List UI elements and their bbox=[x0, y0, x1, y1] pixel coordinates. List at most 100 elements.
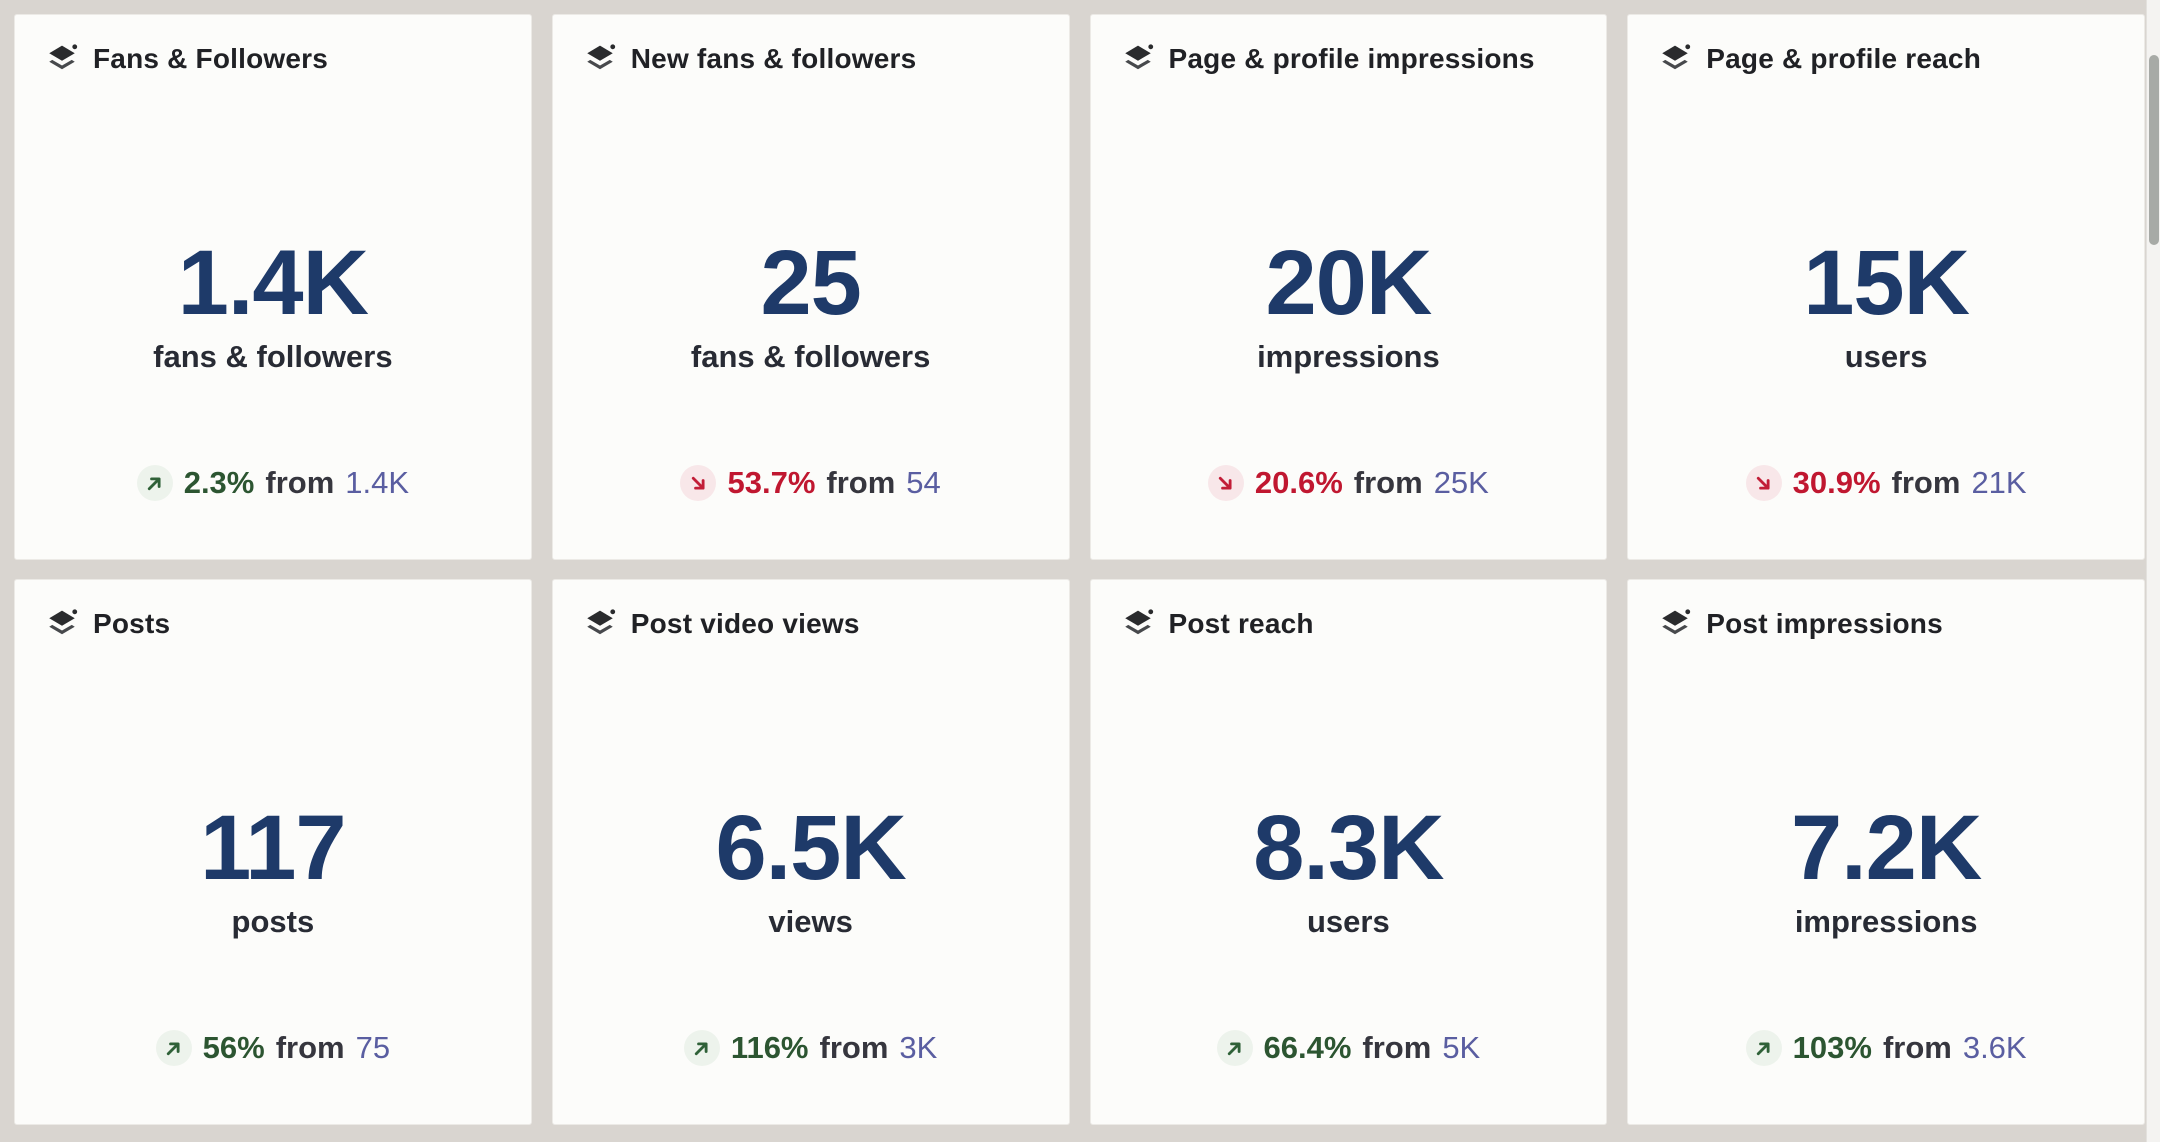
metric-label: impressions bbox=[1257, 339, 1440, 374]
metric-change-row: 116% from 3K bbox=[583, 1030, 1039, 1066]
metric-label: posts bbox=[231, 904, 315, 939]
change-from-word: from bbox=[1891, 465, 1961, 500]
change-previous-value: 21K bbox=[1971, 465, 2027, 500]
trend-badge bbox=[155, 1030, 192, 1066]
scrollbar-thumb[interactable] bbox=[2149, 55, 2159, 245]
metric-change-row: 30.9% from 21K bbox=[1658, 465, 2114, 501]
metric-change-row: 53.7% from 54 bbox=[583, 465, 1039, 501]
metric-card: New fans & followers 25 fans & followers… bbox=[551, 14, 1070, 560]
metric-value: 6.5K bbox=[715, 797, 906, 899]
metric-card-header: Post reach bbox=[1121, 606, 1577, 642]
trend-badge bbox=[136, 465, 173, 501]
trend-badge bbox=[1745, 1030, 1782, 1066]
change-previous-value: 3.6K bbox=[1962, 1030, 2027, 1065]
change-previous-value: 75 bbox=[355, 1030, 391, 1065]
metric-card-title: Page & profile impressions bbox=[1168, 43, 1535, 74]
metric-label: impressions bbox=[1794, 904, 1978, 939]
metric-change-row: 56% from 75 bbox=[45, 1030, 501, 1066]
metric-value: 15K bbox=[1803, 232, 1970, 334]
metric-change-row: 20.6% from 25K bbox=[1121, 465, 1577, 501]
metric-value: 7.2K bbox=[1790, 797, 1982, 899]
metric-card-title: Posts bbox=[93, 608, 171, 639]
trend-badge bbox=[1207, 465, 1244, 501]
metric-change-row: 2.3% from 1.4K bbox=[45, 465, 501, 501]
metric-card-title: Fans & Followers bbox=[93, 43, 329, 74]
trend-down-icon bbox=[691, 476, 705, 490]
trend-up-icon bbox=[148, 476, 161, 490]
metric-label: users bbox=[1844, 339, 1928, 374]
trend-up-icon bbox=[1227, 1041, 1241, 1055]
change-percent: 2.3% bbox=[183, 465, 255, 500]
change-previous-value: 54 bbox=[906, 465, 941, 500]
metric-card: Page & profile impressions 20K impressio… bbox=[1089, 14, 1608, 560]
metric-card: Page & profile reach 15K users 30.9% fro… bbox=[1627, 14, 2145, 560]
metric-card: Post video views 6.5K views 116% from 3K bbox=[551, 579, 1070, 1125]
change-percent: 30.9% bbox=[1792, 465, 1881, 500]
change-from-word: from bbox=[1353, 465, 1423, 500]
metric-card: Fans & Followers 1.4K fans & followers 2… bbox=[14, 14, 532, 560]
metric-card-title: Post video views bbox=[630, 608, 860, 639]
trend-down-icon bbox=[1219, 476, 1232, 490]
change-percent: 53.7% bbox=[727, 465, 816, 500]
layers-icon bbox=[1662, 44, 1691, 70]
metric-value: 20K bbox=[1265, 232, 1432, 334]
layers-icon bbox=[49, 609, 78, 635]
trend-up-icon bbox=[1756, 1041, 1770, 1055]
metric-card-body: 8.3K users bbox=[1121, 642, 1577, 1030]
metric-card-header: Posts bbox=[45, 606, 501, 642]
metric-card-header: Post video views bbox=[583, 606, 1039, 642]
change-from-word: from bbox=[275, 1030, 345, 1065]
layers-icon bbox=[587, 609, 615, 635]
trend-badge bbox=[683, 1030, 720, 1066]
change-percent: 66.4% bbox=[1263, 1030, 1352, 1065]
metric-card-body: 6.5K views bbox=[583, 642, 1039, 1030]
change-percent: 56% bbox=[202, 1030, 265, 1065]
change-from-word: from bbox=[1882, 1030, 1952, 1065]
layers-icon bbox=[1662, 609, 1691, 635]
metric-card-body: 20K impressions bbox=[1121, 77, 1577, 465]
trend-badge bbox=[1745, 465, 1782, 501]
change-previous-value: 1.4K bbox=[345, 465, 410, 500]
metric-card-body: 25 fans & followers bbox=[583, 77, 1039, 465]
change-from-word: from bbox=[819, 1030, 889, 1065]
metric-label: fans & followers bbox=[153, 339, 393, 374]
metric-change-row: 103% from 3.6K bbox=[1658, 1030, 2114, 1066]
trend-badge bbox=[680, 465, 717, 501]
metric-value: 25 bbox=[760, 232, 861, 334]
metric-card-body: 7.2K impressions bbox=[1658, 642, 2114, 1030]
trend-down-icon bbox=[1756, 476, 1770, 490]
vertical-scrollbar[interactable] bbox=[2146, 0, 2160, 1142]
metric-change-row: 66.4% from 5K bbox=[1121, 1030, 1577, 1066]
metrics-dashboard-grid: Fans & Followers 1.4K fans & followers 2… bbox=[14, 14, 2145, 1125]
change-percent: 116% bbox=[730, 1030, 809, 1065]
metric-card-body: 15K users bbox=[1658, 77, 2114, 465]
trend-up-icon bbox=[695, 1041, 708, 1055]
metric-card: Post impressions 7.2K impressions 103% f… bbox=[1627, 579, 2145, 1125]
change-previous-value: 5K bbox=[1442, 1030, 1481, 1065]
metric-card-body: 117 posts bbox=[45, 642, 501, 1030]
metric-value: 1.4K bbox=[177, 232, 369, 334]
trend-up-icon bbox=[166, 1041, 180, 1055]
metric-value: 8.3K bbox=[1253, 797, 1444, 899]
metric-card: Post reach 8.3K users 66.4% from 5K bbox=[1089, 579, 1608, 1125]
change-from-word: from bbox=[826, 465, 896, 500]
change-previous-value: 25K bbox=[1433, 465, 1489, 500]
metric-label: users bbox=[1307, 904, 1390, 939]
metric-card: Posts 117 posts 56% from 75 bbox=[14, 579, 532, 1125]
metric-card-header: Post impressions bbox=[1658, 606, 2114, 642]
change-from-word: from bbox=[265, 465, 335, 500]
metric-card-title: Page & profile reach bbox=[1706, 43, 1982, 74]
metric-card-title: Post impressions bbox=[1706, 608, 1943, 639]
layers-icon bbox=[1124, 609, 1153, 635]
metric-value: 117 bbox=[200, 797, 346, 899]
metric-card-title: New fans & followers bbox=[630, 43, 917, 74]
layers-icon bbox=[1124, 44, 1153, 70]
change-previous-value: 3K bbox=[899, 1030, 938, 1065]
metric-label: views bbox=[768, 904, 853, 939]
layers-icon bbox=[587, 44, 615, 70]
change-from-word: from bbox=[1362, 1030, 1432, 1065]
layers-icon bbox=[49, 44, 78, 70]
trend-badge bbox=[1216, 1030, 1253, 1066]
metric-card-title: Post reach bbox=[1168, 608, 1314, 639]
change-percent: 20.6% bbox=[1254, 465, 1343, 500]
